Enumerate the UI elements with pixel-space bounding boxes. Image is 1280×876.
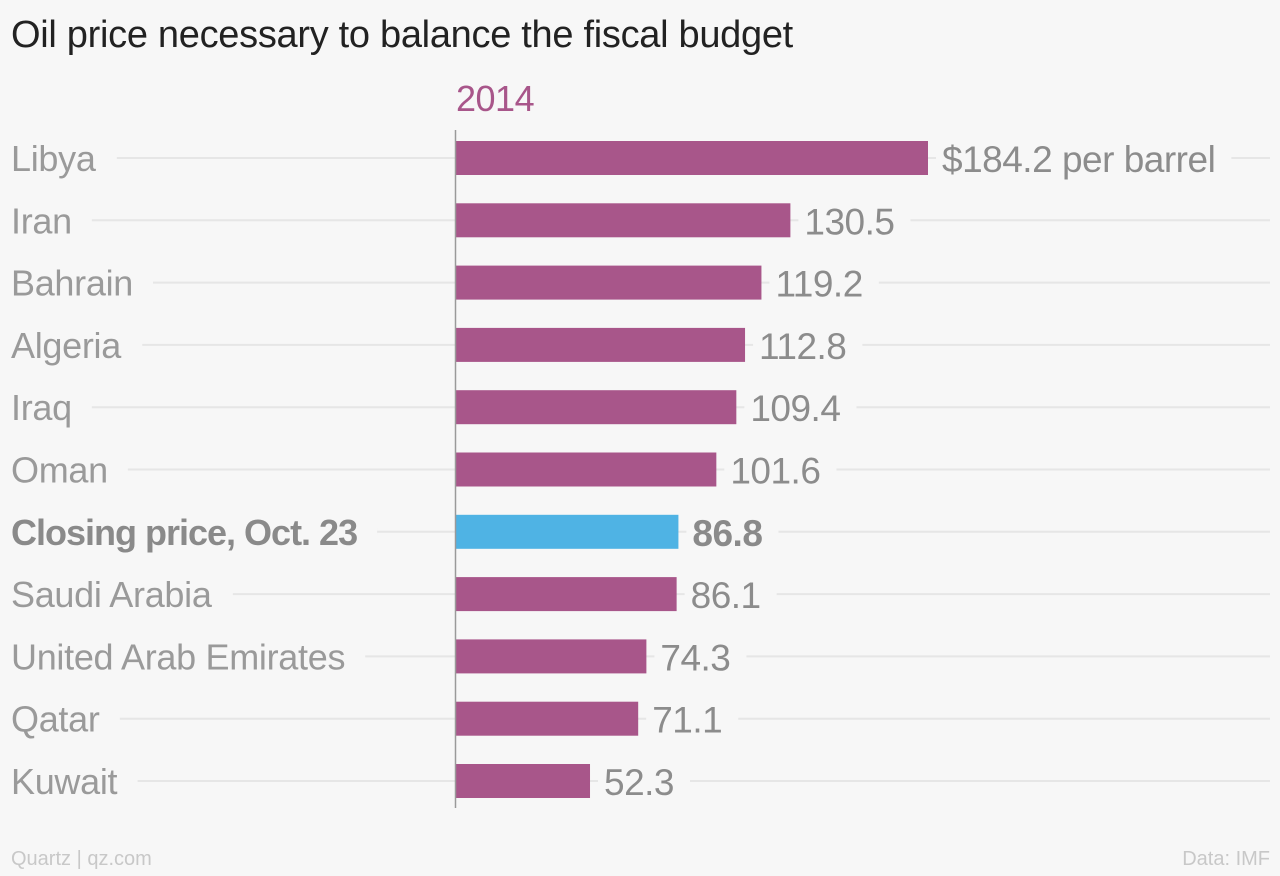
label-gap	[7, 714, 120, 723]
bar	[456, 390, 737, 425]
value-gap	[724, 465, 837, 474]
footer-source-right: Data: IMF	[1182, 848, 1270, 870]
label-gap	[7, 403, 92, 412]
bar	[456, 203, 791, 238]
bar	[456, 327, 746, 362]
label-gap	[7, 527, 378, 536]
label-gap	[7, 590, 233, 599]
label-gap	[7, 278, 153, 287]
label-gap	[7, 465, 128, 474]
category-label: Iraq	[11, 387, 72, 428]
value-gap	[684, 590, 777, 599]
category-label: Iran	[11, 200, 72, 241]
value-label: 101.6	[730, 451, 820, 492]
label-gap	[7, 652, 366, 661]
value-gap	[769, 278, 879, 287]
bar	[456, 701, 639, 736]
bar	[456, 265, 762, 300]
category-label: Qatar	[11, 699, 100, 740]
value-label: 130.5	[804, 201, 894, 242]
category-label: Saudi Arabia	[11, 574, 213, 615]
label-gap	[7, 154, 117, 162]
value-label: 86.1	[691, 575, 761, 616]
value-gap	[598, 777, 691, 785]
footer-source-left: Quartz | qz.com	[11, 848, 152, 870]
value-label: 71.1	[652, 700, 722, 741]
value-label: 74.3	[660, 637, 730, 678]
value-gap	[744, 403, 857, 412]
bar	[456, 577, 677, 612]
value-label: 112.8	[759, 326, 846, 367]
value-label: 52.3	[604, 762, 674, 803]
value-gap	[646, 714, 739, 723]
value-label: 86.8	[692, 513, 762, 554]
category-label: Kuwait	[11, 761, 118, 802]
category-label: United Arab Emirates	[11, 636, 345, 677]
series-label: 2014	[456, 78, 535, 119]
category-label: Closing price, Oct. 23	[11, 512, 357, 553]
value-gap	[686, 527, 779, 536]
label-gap	[7, 216, 92, 225]
category-label: Oman	[11, 450, 108, 491]
value-gap	[798, 216, 911, 225]
bar	[456, 764, 591, 798]
label-gap	[7, 340, 143, 349]
value-gap	[654, 652, 747, 661]
bar	[456, 514, 679, 549]
category-label: Bahrain	[11, 263, 133, 304]
label-gap	[7, 777, 138, 785]
value-label: 119.2	[775, 264, 862, 305]
bar	[456, 452, 717, 487]
value-label: 109.4	[750, 388, 840, 429]
value-label: $184.2 per barrel	[942, 139, 1215, 180]
bar	[456, 141, 928, 175]
bar	[456, 639, 647, 674]
category-label: Algeria	[11, 325, 122, 366]
value-gap	[936, 154, 1232, 162]
value-gap	[753, 340, 863, 349]
chart-title: Oil price necessary to balance the fisca…	[11, 14, 793, 56]
category-label: Libya	[11, 138, 97, 179]
